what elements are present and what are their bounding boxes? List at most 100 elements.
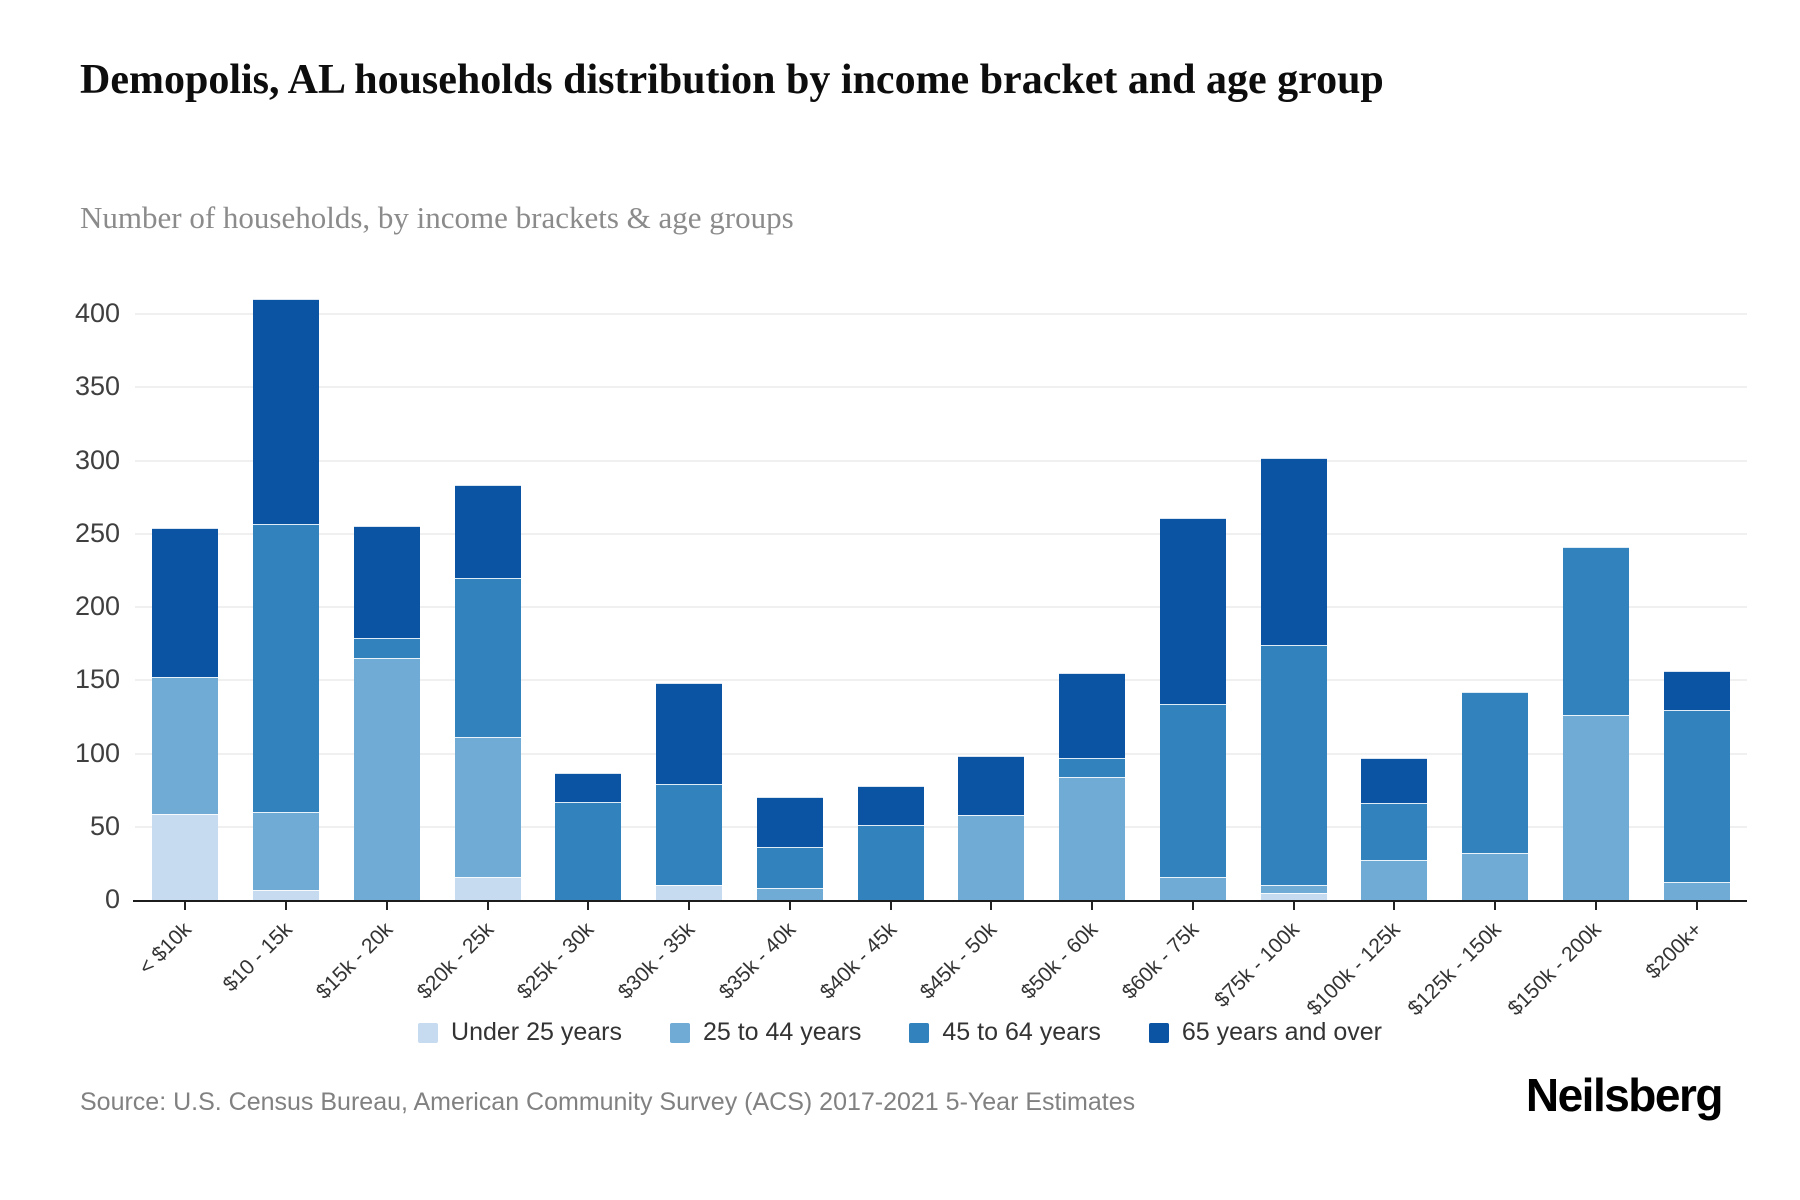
bar-segment-25-to-44-years[interactable]	[1562, 715, 1629, 900]
y-axis-tick-label: 50	[89, 810, 120, 841]
bar-segment-45-to-64-years[interactable]	[1260, 645, 1327, 886]
bar-segment-45-to-64-years[interactable]	[555, 801, 622, 900]
bar-segment-25-to-44-years[interactable]	[1159, 876, 1226, 900]
x-axis-tick-label: $10 - 15k	[218, 918, 297, 997]
bar-segment-under-25-years[interactable]	[454, 876, 521, 900]
bar-segment-25-to-44-years[interactable]	[958, 815, 1025, 900]
x-axis-tick	[1292, 902, 1295, 910]
x-axis-tick	[1594, 902, 1597, 910]
y-axis-tick-label: 250	[74, 517, 120, 548]
bar-segment-45-to-64-years[interactable]	[353, 637, 420, 659]
legend-label: 25 to 44 years	[702, 1018, 862, 1046]
x-axis-tick	[1191, 902, 1194, 910]
gridline-y-250	[135, 532, 1747, 535]
bar-segment-65-years-and-over[interactable]	[656, 683, 723, 785]
bar-segment-under-25-years[interactable]	[253, 889, 320, 900]
bar--30k-35k[interactable]	[656, 270, 723, 900]
bar-segment-25-to-44-years[interactable]	[253, 812, 320, 890]
legend-item-under-25-years[interactable]: Under 25 years	[418, 1018, 622, 1047]
x-axis-tick-label: $150k - 200k	[1504, 918, 1607, 1021]
bar-segment-45-to-64-years[interactable]	[1562, 546, 1629, 716]
bar--50k-60k[interactable]	[1059, 270, 1126, 900]
bar-segment-under-25-years[interactable]	[656, 885, 723, 900]
bar-segment-45-to-64-years[interactable]	[656, 784, 723, 886]
x-axis-tick-label: $40k - 45k	[815, 918, 901, 1004]
x-axis-tick-label: $100k - 125k	[1302, 918, 1405, 1021]
bar-segment-65-years-and-over[interactable]	[857, 785, 924, 826]
bar--125k-150k[interactable]	[1462, 270, 1529, 900]
bar-segment-65-years-and-over[interactable]	[756, 797, 823, 848]
x-axis-tick-label: $125k - 150k	[1403, 918, 1506, 1021]
legend-item-25-to-44-years[interactable]: 25 to 44 years	[669, 1018, 862, 1047]
bar-segment-45-to-64-years[interactable]	[857, 825, 924, 900]
bar-segment-45-to-64-years[interactable]	[1159, 703, 1226, 877]
x-axis-tick	[184, 902, 187, 910]
x-axis-tick	[990, 902, 993, 910]
bar-segment-25-to-44-years[interactable]	[454, 737, 521, 877]
bar--35k-40k[interactable]	[756, 270, 823, 900]
bar-segment-25-to-44-years[interactable]	[1260, 885, 1327, 893]
x-axis-tick	[889, 902, 892, 910]
bar-segment-25-to-44-years[interactable]	[1059, 776, 1126, 900]
x-axis-tick-label: $25k - 30k	[513, 918, 599, 1004]
gridline-y-100	[135, 752, 1747, 755]
bar-segment-45-to-64-years[interactable]	[756, 847, 823, 889]
bar-segment-45-to-64-years[interactable]	[1663, 709, 1730, 883]
bar--15k-20k[interactable]	[353, 270, 420, 900]
x-axis-tick	[285, 902, 288, 910]
bar-segment-65-years-and-over[interactable]	[1663, 671, 1730, 710]
bar--40k-45k[interactable]	[857, 270, 924, 900]
legend-swatch-icon	[669, 1022, 690, 1043]
bar-segment-65-years-and-over[interactable]	[1361, 757, 1428, 804]
bar--20k-25k[interactable]	[454, 270, 521, 900]
bar-segment-65-years-and-over[interactable]	[1059, 672, 1126, 758]
bar-segment-65-years-and-over[interactable]	[555, 772, 622, 802]
bar--60k-75k[interactable]	[1159, 270, 1226, 900]
bar--45k-50k[interactable]	[958, 270, 1025, 900]
x-axis-tick-label: $15k - 20k	[311, 918, 398, 1004]
bar--25k-30k[interactable]	[555, 270, 622, 900]
legend-label: 65 years and over	[1181, 1018, 1382, 1046]
bar--100k-125k[interactable]	[1361, 270, 1428, 900]
bar-segment-65-years-and-over[interactable]	[152, 527, 219, 678]
bar-segment-25-to-44-years[interactable]	[1462, 853, 1529, 900]
bar-segment-25-to-44-years[interactable]	[1361, 860, 1428, 900]
plot-area: 0 50 100 150 200 250 300 350 400 < $10k $10 - 15k $…	[75, 270, 1747, 1020]
bar-segment-25-to-44-years[interactable]	[756, 888, 823, 900]
bar-segment-65-years-and-over[interactable]	[353, 526, 420, 638]
bar-segment-25-to-44-years[interactable]	[353, 658, 420, 900]
bar-segment-45-to-64-years[interactable]	[1361, 803, 1428, 861]
gridline-y-300	[135, 459, 1747, 462]
bar--10k[interactable]	[152, 270, 219, 900]
x-axis-tick	[1091, 902, 1094, 910]
bar--10-15k[interactable]	[253, 270, 320, 900]
bar-segment-45-to-64-years[interactable]	[1059, 757, 1126, 777]
bar--150k-200k[interactable]	[1562, 270, 1629, 900]
x-axis-line	[133, 900, 1747, 902]
y-axis-tick-label: 400	[74, 298, 120, 328]
legend-label: 45 to 64 years	[942, 1018, 1101, 1046]
bar-segment-25-to-44-years[interactable]	[152, 677, 219, 814]
legend-swatch-icon	[418, 1022, 439, 1043]
x-axis-tick-label: $20k - 25k	[412, 918, 498, 1004]
bar-segment-65-years-and-over[interactable]	[1260, 457, 1327, 646]
bar-segment-45-to-64-years[interactable]	[454, 577, 521, 738]
bar-segment-25-to-44-years[interactable]	[1663, 882, 1730, 900]
x-axis-tick-label: $45k - 50k	[916, 918, 1002, 1004]
bar-segment-65-years-and-over[interactable]	[454, 485, 521, 578]
bar-segment-65-years-and-over[interactable]	[958, 756, 1025, 816]
bar-segment-under-25-years[interactable]	[1260, 892, 1327, 900]
bar-segment-45-to-64-years[interactable]	[1462, 691, 1529, 854]
legend-item-45-to-64-years[interactable]: 45 to 64 years	[909, 1018, 1101, 1047]
x-axis-tick	[1494, 902, 1497, 910]
legend-item-65-years-and-over[interactable]: 65 years and over	[1148, 1018, 1382, 1047]
bar-segment-65-years-and-over[interactable]	[1159, 517, 1226, 704]
bar--75k-100k[interactable]	[1260, 270, 1327, 900]
bar-segment-under-25-years[interactable]	[152, 813, 219, 900]
source-text: Source: U.S. Census Bureau, American Com…	[80, 1088, 1136, 1116]
bar--200k-[interactable]	[1663, 270, 1730, 900]
bar-segment-45-to-64-years[interactable]	[253, 523, 320, 813]
gridline-y-200	[135, 606, 1747, 608]
x-axis-tick-label: $30k - 35k	[613, 918, 700, 1004]
bar-segment-65-years-and-over[interactable]	[253, 299, 320, 524]
